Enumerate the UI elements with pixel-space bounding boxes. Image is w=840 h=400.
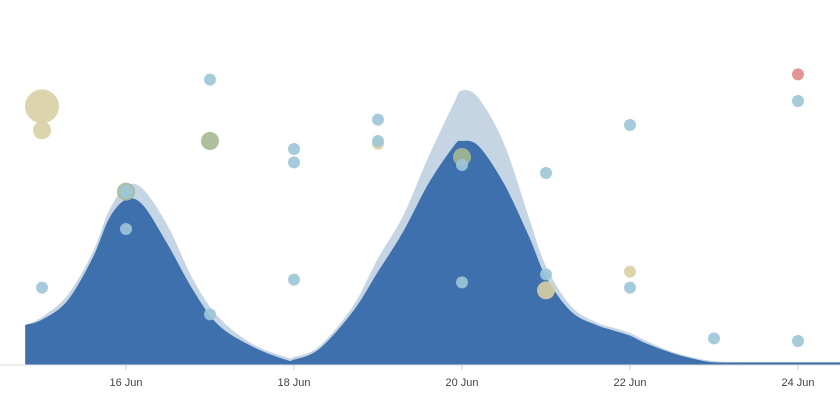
scatter-point[interactable]	[792, 68, 804, 81]
scatter-point[interactable]	[708, 332, 720, 345]
areas-layer	[25, 89, 840, 366]
inner-area	[25, 140, 840, 365]
scatter-point[interactable]	[119, 184, 133, 199]
x-tick-label: 18 Jun	[277, 377, 310, 389]
scatter-point[interactable]	[288, 156, 300, 169]
scatter-point[interactable]	[204, 308, 216, 321]
scatter-point[interactable]	[540, 167, 552, 179]
scatter-point[interactable]	[456, 159, 468, 171]
scatter-point[interactable]	[288, 273, 300, 286]
scatter-point[interactable]	[624, 119, 636, 131]
scatter-point[interactable]	[372, 135, 384, 147]
scatter-point[interactable]	[624, 281, 636, 294]
points-layer	[25, 68, 804, 347]
scatter-point[interactable]	[624, 265, 636, 278]
x-axis-ticks: 16 Jun 18 Jun 20 Jun 22 Jun 24 Jun	[109, 365, 815, 389]
x-tick-label: 24 Jun	[781, 377, 814, 389]
scatter-point[interactable]	[537, 281, 555, 300]
scatter-point[interactable]	[540, 268, 552, 281]
x-tick-label: 16 Jun	[109, 377, 142, 389]
scatter-point[interactable]	[33, 121, 51, 140]
scatter-point[interactable]	[36, 281, 48, 294]
scatter-point[interactable]	[792, 95, 804, 107]
x-tick-label: 22 Jun	[613, 377, 646, 389]
scatter-point[interactable]	[456, 276, 468, 289]
scatter-point[interactable]	[372, 113, 384, 126]
scatter-point[interactable]	[25, 89, 59, 124]
scatter-point[interactable]	[204, 73, 216, 86]
scatter-point[interactable]	[120, 223, 132, 235]
x-tick-label: 20 Jun	[445, 377, 478, 389]
scatter-point[interactable]	[201, 132, 219, 150]
scatter-point[interactable]	[288, 143, 300, 155]
scatter-point[interactable]	[792, 335, 804, 347]
